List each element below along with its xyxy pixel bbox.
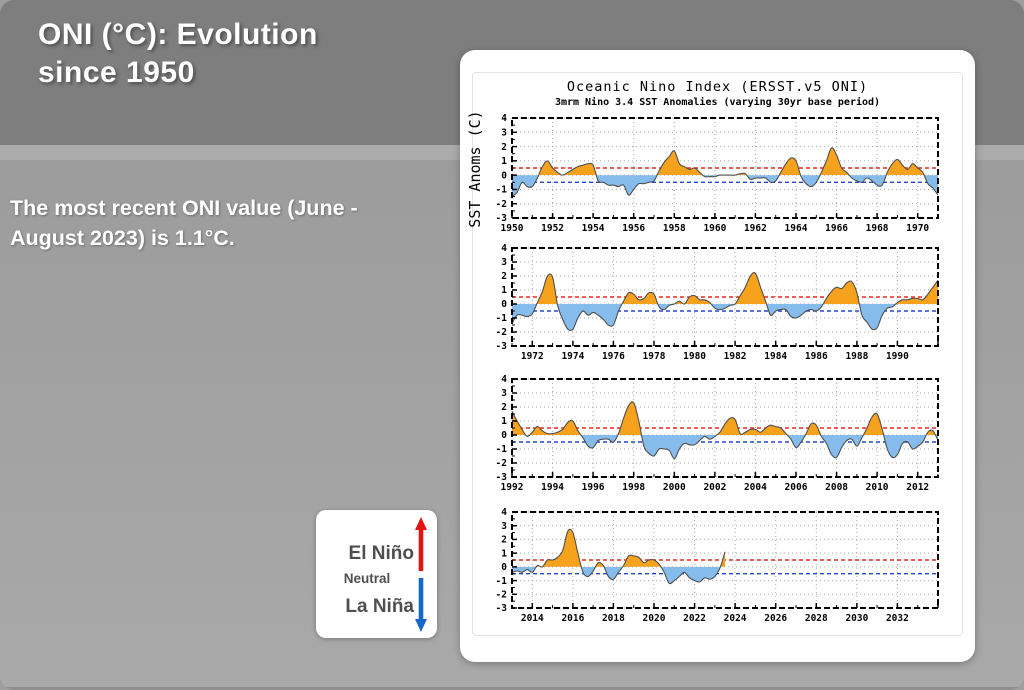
svg-text:2: 2 [501,142,507,153]
svg-text:1976: 1976 [602,351,625,362]
svg-text:1: 1 [501,156,507,167]
svg-text:0: 0 [501,562,507,573]
el-nino-label: El Niño [348,543,414,564]
panel-inner-border [472,72,963,636]
svg-text:2002: 2002 [703,482,726,493]
svg-text:1998: 1998 [622,482,645,493]
svg-text:2022: 2022 [683,613,706,624]
bottom-edge [0,687,1024,690]
oni-chart-panel-4: -3 -2 -1 0 1 2 3 4 2014 2016 2018 2020 2022 2024 2026 2… [496,508,939,624]
svg-text:1: 1 [501,285,507,296]
svg-text:1: 1 [501,416,507,427]
svg-text:3: 3 [501,257,507,268]
svg-text:1964: 1964 [785,223,808,234]
slide-body-text: The most recent ONI value (June - August… [10,193,358,253]
la-nina-down-arrow-icon [415,578,427,632]
svg-text:1984: 1984 [764,351,787,362]
svg-text:1954: 1954 [582,223,605,234]
svg-text:-3: -3 [496,341,508,352]
svg-text:1962: 1962 [744,223,767,234]
svg-text:1994: 1994 [541,482,564,493]
neutral-label: Neutral [343,571,391,586]
enso-legend: El Niño Neutral La Niña [316,510,437,638]
svg-text:2012: 2012 [906,482,929,493]
svg-text:1966: 1966 [825,223,848,234]
svg-text:2016: 2016 [561,613,584,624]
chart-subtitle: 3mrm Nino 3.4 SST Anomalies (varying 30y… [554,97,881,108]
svg-text:-2: -2 [496,327,507,338]
svg-text:-2: -2 [496,590,507,601]
svg-text:0: 0 [501,299,507,310]
svg-text:1992: 1992 [501,482,524,493]
svg-text:2: 2 [501,271,507,282]
svg-text:-1: -1 [496,576,508,587]
oni-chart-panel-3: -3 -2 -1 0 1 2 3 4 1992 1994 1996 1998 2000 2002 2004 2… [496,375,939,493]
svg-text:4: 4 [501,508,507,518]
svg-text:1996: 1996 [582,482,605,493]
svg-text:1960: 1960 [703,223,726,234]
el-nino-up-arrow-icon [415,517,427,571]
svg-text:0: 0 [501,170,507,181]
svg-text:2030: 2030 [845,613,868,624]
svg-text:1988: 1988 [845,351,868,362]
slide-body-line-2: August 2023) is 1.1°C. [10,226,235,250]
oni-chart-panel: Oceanic Nino Index (ERSST.v5 ONI) 3mrm N… [460,50,975,662]
svg-text:2020: 2020 [643,613,666,624]
svg-text:-1: -1 [496,444,508,455]
svg-text:2006: 2006 [785,482,808,493]
svg-text:4: 4 [501,114,507,124]
svg-text:1968: 1968 [866,223,889,234]
svg-text:3: 3 [501,521,507,532]
chart-title: Oceanic Nino Index (ERSST.v5 ONI) [566,79,869,95]
svg-text:1990: 1990 [886,351,909,362]
svg-text:3: 3 [501,128,507,139]
svg-text:-3: -3 [496,213,508,224]
svg-text:2008: 2008 [825,482,848,493]
slide-body-line-1: The most recent ONI value (June - [10,196,358,220]
svg-text:2026: 2026 [764,613,787,624]
svg-text:1978: 1978 [643,351,666,362]
svg-text:4: 4 [501,244,507,254]
svg-text:1952: 1952 [541,223,564,234]
svg-text:1972: 1972 [521,351,544,362]
svg-text:1970: 1970 [906,223,929,234]
svg-text:1980: 1980 [683,351,706,362]
oni-chart-panel-2: -3 -2 -1 0 1 2 3 4 1972 1974 1976 1978 1980 1982 1984 1… [496,244,939,362]
svg-text:1: 1 [501,548,507,559]
slide-title-line-1: ONI (°C): Evolution [38,18,318,51]
svg-text:1956: 1956 [622,223,645,234]
svg-text:2024: 2024 [724,613,747,624]
svg-text:-2: -2 [496,458,507,469]
svg-text:2018: 2018 [602,613,625,624]
svg-text:0: 0 [501,430,507,441]
svg-text:2004: 2004 [744,482,767,493]
svg-text:-2: -2 [496,199,507,210]
svg-text:1986: 1986 [805,351,828,362]
svg-text:2032: 2032 [886,613,909,624]
svg-text:2010: 2010 [866,482,889,493]
la-nina-label: La Niña [345,596,414,617]
slide-title: ONI (°C): Evolution since 1950 [38,16,318,92]
svg-text:2014: 2014 [521,613,544,624]
svg-text:2: 2 [501,535,507,546]
svg-text:-1: -1 [496,313,508,324]
svg-text:1982: 1982 [724,351,747,362]
svg-text:1958: 1958 [663,223,686,234]
svg-text:-3: -3 [496,472,508,483]
svg-text:3: 3 [501,388,507,399]
oni-chart-panel-1: -3 -2 -1 0 1 2 3 4 1950 1952 1954 1956 1958 1960 1962 1… [496,114,939,234]
svg-text:1950: 1950 [501,223,524,234]
svg-text:-1: -1 [496,185,508,196]
slide-title-line-2: since 1950 [38,56,195,89]
svg-text:2028: 2028 [805,613,828,624]
svg-text:1974: 1974 [561,351,584,362]
svg-text:2: 2 [501,402,507,413]
svg-text:4: 4 [501,375,507,385]
svg-text:-3: -3 [496,603,508,614]
svg-text:2000: 2000 [663,482,686,493]
